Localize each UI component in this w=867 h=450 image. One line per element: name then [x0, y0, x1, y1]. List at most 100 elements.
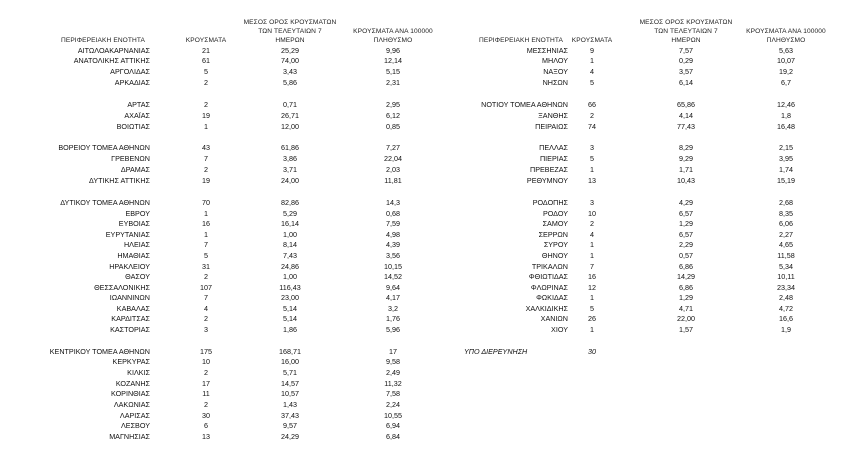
table-row: ΝΟΤΙΟΥ ΤΟΜΕΑ ΑΘΗΝΩΝ 66 65,86 12,46: [446, 100, 866, 110]
region-name-cell: ΚΕΡΚΥΡΑΣ: [112, 357, 150, 366]
header-avg-line2: ΤΩΝ ΤΕΛΕΥΤΑΙΩΝ 7: [654, 28, 718, 35]
cases-cell: 2: [204, 272, 208, 281]
cases-cell: 2: [204, 165, 208, 174]
seven-day-average-cell: 65,86: [677, 100, 695, 109]
table-row: ΧΙΟΥ 1 1,57 1,9: [446, 325, 866, 335]
table-row: ΜΕΣΣΗΝΙΑΣ 9 7,57 5,63: [446, 46, 866, 56]
cases-cell: 26: [588, 314, 596, 323]
region-name-cell: ΚΑΣΤΟΡΙΑΣ: [110, 325, 150, 334]
region-name-cell: ΝΗΣΩΝ: [542, 78, 568, 87]
seven-day-average-cell: 1,57: [679, 325, 693, 334]
table-row: ΚΑΣΤΟΡΙΑΣ 3 1,86 5,96: [28, 325, 448, 335]
table-row: ΘΕΣΣΑΛΟΝΙΚΗΣ 107 116,43 9,64: [28, 283, 448, 293]
per-100k-cell: 5,34: [779, 262, 793, 271]
region-name-cell: ΑΡΓΟΛΙΔΑΣ: [110, 67, 150, 76]
seven-day-average-cell: 7,43: [283, 251, 297, 260]
cases-cell: 4: [204, 304, 208, 313]
per-100k-cell: 12,14: [384, 56, 402, 65]
per-100k-cell: 2,49: [386, 368, 400, 377]
seven-day-average-cell: 6,14: [679, 78, 693, 87]
region-name-cell: ΚΟΡΙΝΘΙΑΣ: [111, 389, 150, 398]
seven-day-average-cell: 16,14: [281, 219, 299, 228]
seven-day-average-cell: 37,43: [281, 411, 299, 420]
region-name-cell: ΣΕΡΡΩΝ: [538, 230, 568, 239]
table-row: ΠΡΕΒΕΖΑΣ 1 1,71 1,74: [446, 165, 866, 175]
seven-day-average-cell: 2,29: [679, 240, 693, 249]
cases-cell: 1: [204, 230, 208, 239]
cases-cell: 2: [204, 100, 208, 109]
per-100k-cell: 2,31: [386, 78, 400, 87]
per-100k-cell: 5,63: [779, 46, 793, 55]
per-100k-cell: 17: [389, 347, 397, 356]
per-100k-cell: 6,12: [386, 111, 400, 120]
cases-cell: 1: [590, 56, 594, 65]
table-row: ΓΡΕΒΕΝΩΝ 7 3,86 22,04: [28, 154, 448, 164]
cases-cell: 175: [200, 347, 212, 356]
seven-day-average-cell: 1,00: [283, 230, 297, 239]
region-name-cell: ΚΙΛΚΙΣ: [127, 368, 150, 377]
per-100k-cell: 6,06: [779, 219, 793, 228]
seven-day-average-cell: 9,29: [679, 154, 693, 163]
table-row: ΡΕΘΥΜΝΟΥ 13 10,43 15,19: [446, 176, 866, 186]
header-region: ΠΕΡΙΦΕΡΕΙΑΚΗ ΕΝΟΤΗΤΑ: [478, 37, 564, 44]
per-100k-cell: 4,65: [779, 240, 793, 249]
per-100k-cell: 4,39: [386, 240, 400, 249]
region-name-cell: ΚΕΝΤΡΙΚΟΥ ΤΟΜΕΑ ΑΘΗΝΩΝ: [49, 347, 150, 356]
seven-day-average-cell: 6,57: [679, 209, 693, 218]
table-row: ΘΗΝΟΥ 1 0,57 11,58: [446, 251, 866, 261]
table-row: ΚΑΒΑΛΑΣ 4 5,14 3,2: [28, 304, 448, 314]
per-100k-cell: 11,81: [384, 176, 402, 185]
table-row: ΒΟΡΕΙΟΥ ΤΟΜΕΑ ΑΘΗΝΩΝ 43 61,86 7,27: [28, 143, 448, 153]
per-100k-cell: 23,34: [777, 283, 795, 292]
per-100k-cell: 3,56: [386, 251, 400, 260]
seven-day-average-cell: 14,57: [281, 379, 299, 388]
per-100k-cell: 7,59: [386, 219, 400, 228]
header-avg-line3: ΗΜΕΡΩΝ: [275, 37, 305, 44]
cases-cell: 21: [202, 46, 210, 55]
per-100k-cell: 2,68: [779, 198, 793, 207]
seven-day-average-cell: 1,86: [283, 325, 297, 334]
seven-day-average-cell: 4,71: [679, 304, 693, 313]
cases-cell: 43: [202, 143, 210, 152]
seven-day-average-cell: 116,43: [279, 283, 301, 292]
table-row: ΑΡΚΑΔΙΑΣ 2 5,86 2,31: [28, 78, 448, 88]
region-name-cell: ΧΑΝΙΩΝ: [540, 314, 568, 323]
cases-cell: 17: [202, 379, 210, 388]
cases-cell: 1: [590, 240, 594, 249]
table-row: ΠΕΙΡΑΙΩΣ 74 77,43 16,48: [446, 122, 866, 132]
seven-day-average-cell: 0,71: [283, 100, 297, 109]
seven-day-average-cell: 5,29: [283, 209, 297, 218]
region-name-cell: ΙΩΑΝΝΙΝΩΝ: [109, 293, 150, 302]
table-row: ΣΑΜΟΥ 2 1,29 6,06: [446, 219, 866, 229]
region-name-cell: ΛΑΚΩΝΙΑΣ: [113, 400, 150, 409]
table-row: ΔΡΑΜΑΣ 2 3,71 2,03: [28, 165, 448, 175]
seven-day-average-cell: 14,29: [677, 272, 695, 281]
per-100k-cell: 2,48: [779, 293, 793, 302]
table-row: ΚΑΡΔΙΤΣΑΣ 2 5,14 1,76: [28, 314, 448, 324]
per-100k-cell: 10,11: [777, 272, 795, 281]
cases-cell: 13: [588, 176, 596, 185]
per-100k-cell: 5,96: [386, 325, 400, 334]
region-name-cell: ΦΩΚΙΔΑΣ: [536, 293, 568, 302]
table-row: ΝΑΞΟΥ 4 3,57 19,2: [446, 67, 866, 77]
cases-cell: 10: [588, 209, 596, 218]
table-row: ΝΗΣΩΝ 5 6,14 6,7: [446, 78, 866, 88]
region-name-cell: ΣΑΜΟΥ: [542, 219, 568, 228]
per-100k-cell: 1,8: [781, 111, 791, 120]
per-100k-cell: 2,03: [386, 165, 400, 174]
per-100k-cell: 10,15: [384, 262, 402, 271]
per-100k-cell: 14,3: [386, 198, 400, 207]
cases-cell: 16: [588, 272, 596, 281]
cases-cell: 2: [204, 400, 208, 409]
per-100k-cell: 6,84: [386, 432, 400, 441]
table-row: ΠΙΕΡΙΑΣ 5 9,29 3,95: [446, 154, 866, 164]
region-name-cell: ΒΟΙΩΤΙΑΣ: [116, 122, 150, 131]
cases-cell: 1: [204, 209, 208, 218]
seven-day-average-cell: 6,86: [679, 283, 693, 292]
seven-day-average-cell: 3,43: [283, 67, 297, 76]
seven-day-average-cell: 1,29: [679, 219, 693, 228]
seven-day-average-cell: 16,00: [281, 357, 299, 366]
region-name-cell: ΓΡΕΒΕΝΩΝ: [111, 154, 150, 163]
per-100k-cell: 2,24: [386, 400, 400, 409]
seven-day-average-cell: 3,71: [283, 165, 297, 174]
